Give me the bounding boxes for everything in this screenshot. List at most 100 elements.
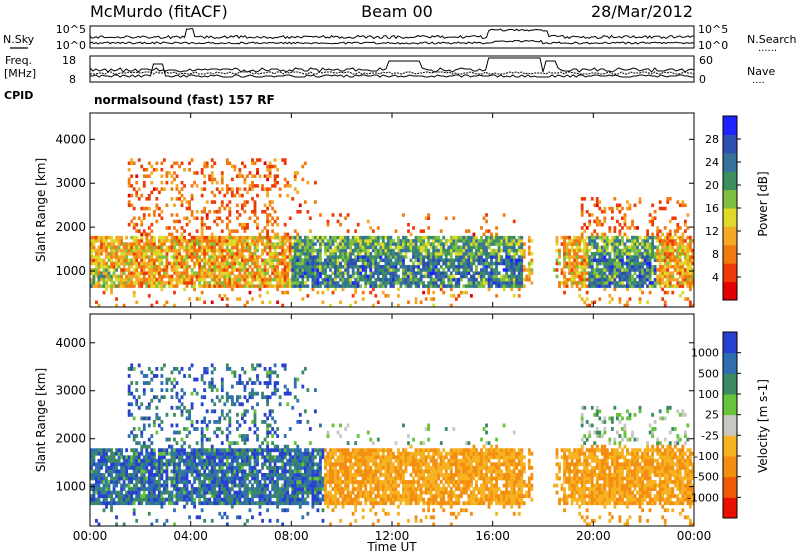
velocity-cell xyxy=(185,494,189,499)
power-cell xyxy=(366,281,370,285)
power-cell xyxy=(646,300,649,305)
power-cell xyxy=(628,284,632,288)
power-cell xyxy=(291,242,295,246)
power-cell xyxy=(228,239,232,243)
velocity-cell xyxy=(142,458,146,463)
power-cell xyxy=(427,274,431,279)
power-cell xyxy=(573,274,577,279)
power-cell xyxy=(366,235,370,240)
power-cell xyxy=(220,239,224,243)
power-cell xyxy=(621,239,624,243)
power-cell xyxy=(482,258,486,263)
power-cell xyxy=(683,245,687,250)
power-cell xyxy=(157,245,161,250)
power-cell xyxy=(296,235,300,240)
velocity-cell xyxy=(218,469,222,474)
velocity-cell xyxy=(200,508,204,513)
power-cell xyxy=(605,261,609,266)
velocity-cell xyxy=(180,388,184,393)
power-cell xyxy=(200,252,204,256)
power-cell xyxy=(573,271,577,275)
power-cell xyxy=(210,239,214,243)
power-cell xyxy=(173,264,176,269)
power-cell xyxy=(512,274,516,279)
power-cell xyxy=(291,268,295,272)
velocity-cell xyxy=(90,494,93,499)
power-cell xyxy=(603,210,607,214)
power-cell xyxy=(100,261,103,266)
power-cell xyxy=(354,271,358,275)
power-cell xyxy=(626,264,629,269)
power-cell xyxy=(495,271,498,275)
power-cell xyxy=(500,235,504,240)
power-cell xyxy=(422,245,426,250)
power-cell xyxy=(570,284,574,288)
power-cell xyxy=(210,271,214,275)
power-cell xyxy=(329,268,332,272)
velocity-cell xyxy=(105,476,108,481)
velocity-cell xyxy=(112,476,116,481)
power-cell xyxy=(673,277,677,282)
power-cell xyxy=(527,235,531,240)
velocity-cell xyxy=(132,465,136,470)
power-cell xyxy=(276,258,280,263)
power-cell xyxy=(643,268,647,272)
power-cell xyxy=(351,252,355,256)
power-cell xyxy=(238,255,242,259)
power-cell xyxy=(485,239,488,243)
power-cell xyxy=(636,255,639,259)
power-cell xyxy=(439,287,443,292)
velocity-cell xyxy=(200,448,204,453)
power-cell xyxy=(376,235,380,240)
power-cell xyxy=(193,171,196,175)
power-cell xyxy=(422,274,426,279)
power-cell xyxy=(266,167,269,172)
power-cell xyxy=(608,239,612,243)
power-cell xyxy=(329,284,332,288)
power-cell xyxy=(482,264,486,269)
power-cell xyxy=(291,284,295,288)
power-cell xyxy=(598,222,602,227)
power-cell xyxy=(424,271,428,275)
power-cell xyxy=(251,261,254,266)
power-cell xyxy=(102,290,106,295)
power-cell xyxy=(437,277,441,282)
power-cell xyxy=(490,277,493,282)
velocity-cell xyxy=(140,434,144,438)
velocity-cell xyxy=(127,458,131,463)
power-cell xyxy=(414,255,418,259)
velocity-cell xyxy=(152,483,156,488)
power-cell xyxy=(595,200,599,204)
power-cell xyxy=(127,184,131,188)
power-cell xyxy=(394,229,398,233)
power-cell xyxy=(666,261,670,266)
velocity-cell xyxy=(160,374,164,378)
power-cell xyxy=(626,277,629,282)
velocity-cell xyxy=(165,465,169,470)
power-cell xyxy=(90,235,93,240)
power-cell xyxy=(170,281,174,285)
power-cell xyxy=(132,239,136,243)
power-cell xyxy=(404,271,408,275)
power-cell xyxy=(112,239,116,243)
power-cell xyxy=(621,226,624,230)
velocity-cell xyxy=(137,476,141,481)
velocity-cell xyxy=(155,405,159,410)
velocity-cell xyxy=(122,455,126,460)
power-cell xyxy=(356,252,360,256)
power-cell xyxy=(600,258,604,263)
power-cell xyxy=(346,274,350,279)
power-cell xyxy=(175,277,179,282)
power-cell xyxy=(296,232,300,237)
power-cell xyxy=(502,274,506,279)
power-cell xyxy=(198,271,202,275)
power-cell xyxy=(565,255,569,259)
power-cell xyxy=(303,281,307,285)
noise-right-tick-top: 10^5 xyxy=(698,23,728,36)
velocity-cell xyxy=(185,462,189,467)
velocity-cell xyxy=(200,455,204,460)
power-cell xyxy=(238,284,242,288)
power-cell xyxy=(281,274,285,279)
power-cell xyxy=(371,264,375,269)
power-cell xyxy=(449,277,453,282)
